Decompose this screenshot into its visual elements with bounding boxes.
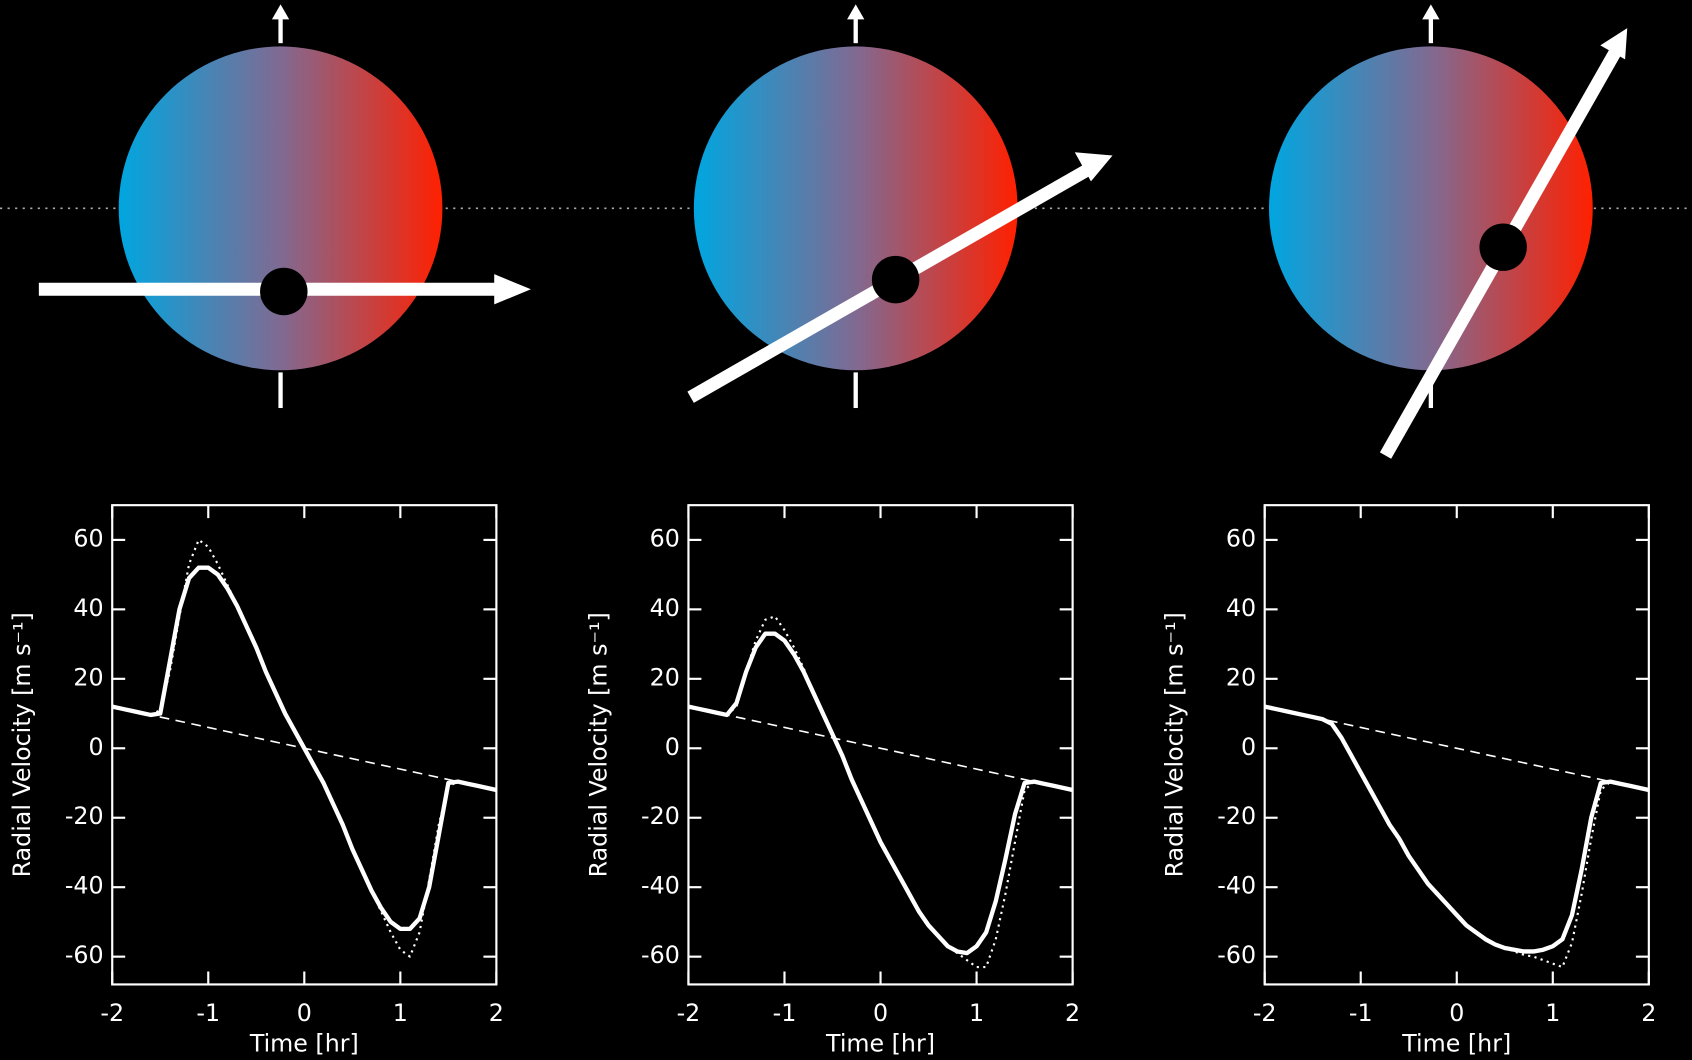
x-tick-label: 0 <box>1449 999 1464 1027</box>
y-tick-label: -60 <box>641 941 680 969</box>
x-tick-label: 1 <box>393 999 408 1027</box>
y-tick-label: -60 <box>1217 941 1256 969</box>
y-tick-label: 60 <box>650 524 680 552</box>
rv-curve <box>111 565 497 932</box>
orbit-arrowhead <box>1074 152 1113 182</box>
planet <box>1479 223 1527 271</box>
x-tick-label: 1 <box>969 999 984 1027</box>
diagram-2 <box>687 4 1113 409</box>
y-tick-label: -40 <box>641 872 680 900</box>
x-tick-label: 0 <box>297 999 312 1027</box>
y-tick-label: 20 <box>650 663 680 691</box>
y-tick-label: 0 <box>88 733 103 761</box>
planet <box>871 255 920 304</box>
planet <box>260 267 308 316</box>
y-tick-label: 40 <box>73 594 103 622</box>
orbit-arrowhead <box>494 274 531 305</box>
chart: -2 -1 0 1 2 -60 -40 -20 0 20 40 60 Time [hr] Radial V… <box>584 504 1080 1057</box>
star <box>1269 46 1593 371</box>
x-tick-label: -2 <box>1253 999 1277 1027</box>
y-tick-label: -60 <box>65 941 104 969</box>
x-tick-label: -2 <box>677 999 701 1027</box>
x-tick-label: -1 <box>196 999 220 1027</box>
y-tick-label: -40 <box>1217 872 1256 900</box>
x-tick-label: 0 <box>873 999 888 1027</box>
x-tick-label: -2 <box>100 999 124 1027</box>
chart: -2 -1 0 1 2 -60 -40 -20 0 20 40 60 Time [hr] Radial V… <box>1161 504 1656 1057</box>
chart: -2 -1 0 1 2 -60 -40 -20 0 20 40 60 Time [hr] Radial V… <box>8 504 504 1057</box>
x-tick-label: -1 <box>773 999 797 1027</box>
y-tick-label: 40 <box>650 594 680 622</box>
y-tick-label: 60 <box>1226 524 1256 552</box>
x-tick-label: 2 <box>1641 999 1656 1027</box>
rv-curve <box>688 705 1073 791</box>
spin-arrowhead <box>271 4 290 20</box>
y-tick-label: 60 <box>73 524 103 552</box>
x-axis-label: Time [hr] <box>1401 1029 1511 1057</box>
y-tick-label: 0 <box>665 733 680 761</box>
y-tick-label: -20 <box>641 802 680 830</box>
y-tick-label: 0 <box>1241 733 1256 761</box>
diagram-1 <box>38 4 531 409</box>
rv-curve <box>687 631 1074 956</box>
x-tick-label: 2 <box>489 999 504 1027</box>
y-tick-label: -20 <box>65 802 104 830</box>
spin-arrowhead <box>1422 4 1440 20</box>
x-axis-label: Time [hr] <box>825 1029 935 1057</box>
rv-curve <box>1264 704 1650 954</box>
x-tick-label: 1 <box>1545 999 1560 1027</box>
y-tick-label: -40 <box>65 872 104 900</box>
y-tick-label: 20 <box>73 663 103 691</box>
x-tick-label: 2 <box>1065 999 1080 1027</box>
y-axis-label: Radial Velocity [m s⁻¹] <box>1161 612 1189 877</box>
y-axis-label: Radial Velocity [m s⁻¹] <box>584 612 612 877</box>
diagram-3 <box>1269 4 1628 459</box>
y-tick-label: 20 <box>1226 663 1256 691</box>
star <box>118 46 443 371</box>
y-tick-label: -20 <box>1217 802 1256 830</box>
orbit-arrowhead <box>1600 28 1628 60</box>
spin-arrowhead <box>847 4 865 20</box>
x-tick-label: -1 <box>1349 999 1373 1027</box>
y-axis-label: Radial Velocity [m s⁻¹] <box>8 612 36 877</box>
star <box>693 46 1018 371</box>
rv-curve <box>150 538 459 958</box>
y-tick-label: 40 <box>1226 594 1256 622</box>
x-axis-label: Time [hr] <box>249 1029 359 1057</box>
